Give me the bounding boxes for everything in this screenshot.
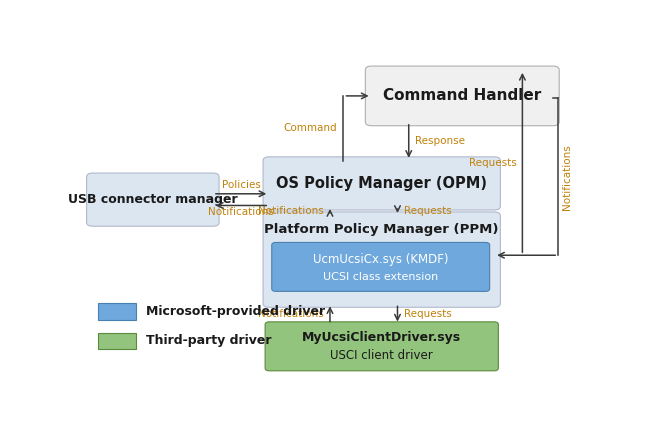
FancyBboxPatch shape bbox=[98, 304, 136, 320]
Text: Notifications: Notifications bbox=[562, 144, 572, 210]
FancyBboxPatch shape bbox=[272, 242, 490, 291]
FancyBboxPatch shape bbox=[263, 157, 500, 210]
Text: Notifications: Notifications bbox=[208, 207, 274, 217]
Text: Platform Policy Manager (PPM): Platform Policy Manager (PPM) bbox=[265, 223, 499, 236]
FancyBboxPatch shape bbox=[98, 333, 136, 349]
Text: Third-party driver: Third-party driver bbox=[147, 334, 272, 347]
Text: USB connector manager: USB connector manager bbox=[68, 193, 238, 206]
FancyBboxPatch shape bbox=[265, 322, 498, 371]
FancyBboxPatch shape bbox=[366, 66, 559, 126]
Text: MyUcsiClientDriver.sys: MyUcsiClientDriver.sys bbox=[302, 331, 461, 344]
Text: Requests: Requests bbox=[404, 309, 451, 319]
Text: USCI client driver: USCI client driver bbox=[331, 349, 433, 362]
Text: OS Policy Manager (OPM): OS Policy Manager (OPM) bbox=[277, 176, 487, 191]
Text: Notifications: Notifications bbox=[258, 206, 324, 216]
Text: Policies: Policies bbox=[222, 180, 261, 190]
FancyBboxPatch shape bbox=[263, 212, 500, 307]
Text: Notifications: Notifications bbox=[258, 309, 324, 319]
Text: Command Handler: Command Handler bbox=[383, 88, 541, 104]
Text: UcmUcsiCx.sys (KMDF): UcmUcsiCx.sys (KMDF) bbox=[313, 253, 448, 266]
Text: Response: Response bbox=[415, 136, 465, 146]
FancyBboxPatch shape bbox=[86, 173, 219, 226]
Text: UCSI class extension: UCSI class extension bbox=[323, 272, 438, 282]
Text: Microsoft-provided driver: Microsoft-provided driver bbox=[147, 305, 325, 318]
Text: Command: Command bbox=[284, 123, 337, 133]
Text: Requests: Requests bbox=[469, 157, 516, 168]
Text: Requests: Requests bbox=[404, 206, 451, 216]
